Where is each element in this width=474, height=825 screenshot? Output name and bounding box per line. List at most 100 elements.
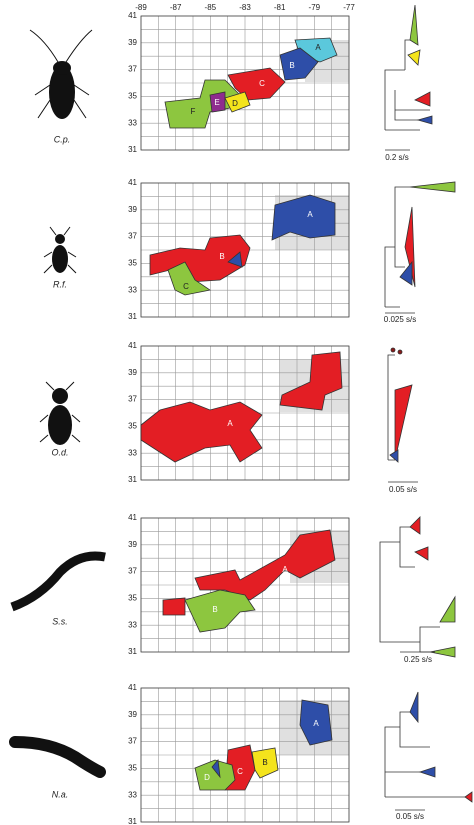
y-tick-label: 41 (128, 341, 137, 350)
species-label: S.s. (52, 616, 68, 626)
region-label: C (259, 79, 265, 88)
y-tick-label: 39 (128, 368, 137, 377)
region-label: B (262, 758, 267, 767)
x-tick-label: -89 (135, 3, 147, 12)
region (211, 759, 221, 779)
region (271, 194, 336, 241)
y-tick-label: 33 (128, 448, 137, 457)
region-label: A (282, 565, 288, 574)
region (279, 351, 343, 411)
region-label: D (232, 99, 238, 108)
silhouette (9, 736, 106, 778)
y-tick-label: 37 (128, 567, 137, 576)
map-frame (140, 687, 350, 823)
silhouette (39, 381, 81, 445)
region (227, 67, 286, 101)
y-tick-label: 35 (128, 764, 137, 773)
species-label: N.a. (52, 789, 69, 799)
y-tick-label: 37 (128, 232, 137, 241)
region-label: A (313, 719, 319, 728)
panel: A O.d. 0.05 s/s 41 39 37 35 33 31 (39, 341, 418, 494)
x-tick-label: -79 (309, 3, 321, 12)
map-frame (140, 345, 350, 481)
y-tick-label: 31 (128, 817, 137, 825)
y-tick-label: 39 (128, 540, 137, 549)
region (184, 589, 256, 633)
region-label: C (183, 282, 189, 291)
tree (379, 516, 456, 658)
tree (384, 181, 456, 314)
y-tick-label: 33 (128, 620, 137, 629)
region (167, 261, 212, 296)
y-tick-label: 41 (128, 11, 137, 20)
y-tick-label: 31 (128, 647, 137, 656)
y-tick-label: 35 (128, 594, 137, 603)
y-tick-label: 37 (128, 65, 137, 74)
y-tick-label: 31 (128, 312, 137, 321)
map-frame (140, 517, 350, 653)
map-frame (140, 15, 350, 151)
region (140, 401, 263, 463)
region-label: B (289, 61, 294, 70)
silhouette (29, 29, 93, 119)
x-tick-label: -77 (343, 3, 355, 12)
y-tick-label: 31 (128, 145, 137, 154)
y-tick-label: 35 (128, 259, 137, 268)
x-tick-label: -87 (170, 3, 182, 12)
region-label: A (315, 43, 321, 52)
y-tick-label: 41 (128, 513, 137, 522)
y-tick-label: 39 (128, 205, 137, 214)
y-tick-label: 37 (128, 737, 137, 746)
region-label: A (307, 210, 313, 219)
tree (387, 347, 418, 483)
region-label: D (204, 773, 210, 782)
silhouette (10, 551, 106, 612)
region (162, 597, 186, 616)
species-label: C.p. (54, 134, 71, 144)
species-label: O.d. (51, 447, 68, 457)
y-tick-label: 39 (128, 710, 137, 719)
panel: A B C R.f. 0.025 s/s 41 39 37 35 33 31 (43, 178, 456, 324)
region (299, 699, 333, 746)
x-tick-label: -81 (274, 3, 286, 12)
region-label: B (219, 252, 224, 261)
scale-label: 0.05 s/s (396, 812, 424, 821)
region-label: C (237, 767, 243, 776)
panel: A B S.s. 0.25 s/s 41 39 37 35 33 31 (10, 513, 456, 664)
map-frame (140, 182, 350, 318)
y-tick-label: 37 (128, 395, 137, 404)
region-label: F (191, 107, 196, 116)
silhouette (43, 226, 77, 274)
tree (384, 691, 473, 811)
region (251, 747, 279, 779)
y-tick-label: 39 (128, 38, 137, 47)
region (194, 529, 336, 601)
region-label: E (214, 98, 219, 107)
region (224, 91, 251, 113)
region (194, 759, 236, 791)
y-tick-label: 33 (128, 790, 137, 799)
region (227, 251, 243, 268)
species-label: R.f. (53, 279, 67, 289)
scale-label: 0.2 s/s (385, 153, 409, 162)
y-tick-label: 41 (128, 178, 137, 187)
y-tick-label: 31 (128, 475, 137, 484)
y-tick-label: 33 (128, 118, 137, 127)
y-tick-label: 41 (128, 683, 137, 692)
x-tick-label: -83 (239, 3, 251, 12)
x-tick-label: -85 (205, 3, 217, 12)
region-label: B (212, 605, 217, 614)
y-tick-label: 35 (128, 422, 137, 431)
region (209, 91, 226, 113)
tree (384, 4, 433, 151)
panel: A B C D E F C.p. 0.2 s/s 41 39 37 35 33 31 -89… (29, 3, 433, 162)
scale-label: 0.25 s/s (404, 655, 432, 664)
y-tick-label: 35 (128, 92, 137, 101)
region-label: A (227, 419, 233, 428)
scale-label: 0.025 s/s (384, 315, 416, 324)
y-tick-label: 33 (128, 285, 137, 294)
grid (140, 15, 350, 151)
scale-label: 0.05 s/s (389, 485, 417, 494)
panel: A B C D N.a. 0.05 s/s 41 39 37 35 33 31 (9, 683, 473, 825)
